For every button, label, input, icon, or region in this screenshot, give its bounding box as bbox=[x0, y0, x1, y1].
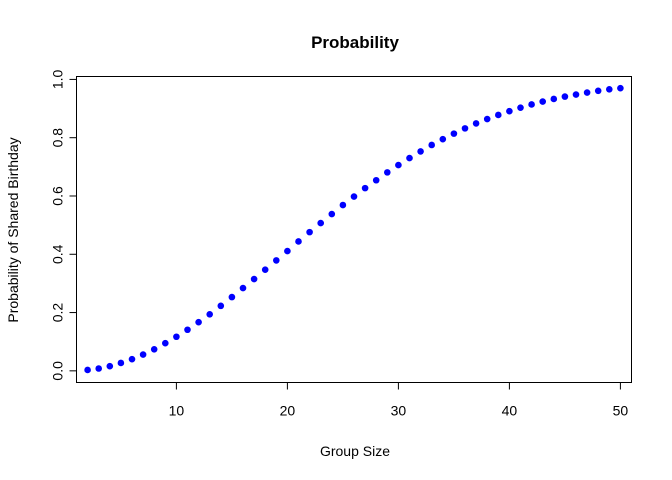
y-tick-label: 0.2 bbox=[50, 303, 66, 323]
x-tick-label: 20 bbox=[280, 403, 296, 419]
y-tick-label: 0.6 bbox=[50, 186, 66, 206]
data-point bbox=[195, 318, 202, 326]
data-point bbox=[550, 95, 558, 103]
data-point bbox=[617, 84, 624, 92]
data-point bbox=[406, 154, 413, 162]
data-point bbox=[483, 115, 491, 123]
data-point bbox=[594, 87, 602, 95]
data-point bbox=[295, 238, 302, 245]
data-point bbox=[384, 169, 391, 176]
data-point bbox=[606, 86, 613, 93]
y-tick-label: 0.8 bbox=[50, 128, 66, 148]
data-points bbox=[84, 84, 624, 374]
data-point bbox=[206, 311, 213, 318]
data-point bbox=[117, 359, 125, 367]
data-point bbox=[561, 93, 569, 100]
y-axis: 0.0 0.2 0.4 0.6 0.8 1.0 bbox=[50, 69, 77, 381]
data-point bbox=[261, 266, 269, 274]
data-point bbox=[439, 135, 447, 143]
data-point bbox=[517, 104, 524, 111]
data-point bbox=[583, 89, 591, 96]
data-point bbox=[184, 326, 191, 334]
data-point bbox=[372, 176, 380, 184]
y-tick-label: 0.0 bbox=[50, 361, 66, 381]
data-point bbox=[95, 365, 102, 372]
chart-title: Probability bbox=[311, 33, 399, 52]
data-point bbox=[128, 355, 136, 363]
y-axis-label: Probability of Shared Birthday bbox=[5, 137, 21, 322]
x-axis: 10 20 30 40 50 bbox=[169, 382, 629, 419]
x-tick-label: 40 bbox=[502, 403, 518, 419]
data-point bbox=[84, 366, 91, 374]
y-tick-label: 1.0 bbox=[50, 69, 66, 89]
data-point bbox=[339, 201, 347, 209]
data-point bbox=[273, 257, 280, 264]
data-point bbox=[495, 111, 502, 119]
data-point bbox=[417, 148, 424, 155]
x-tick-label: 10 bbox=[169, 403, 185, 419]
data-point bbox=[150, 345, 158, 353]
x-tick-label: 50 bbox=[613, 403, 629, 419]
data-point bbox=[284, 247, 291, 255]
data-point bbox=[528, 101, 535, 108]
data-point bbox=[506, 107, 513, 115]
data-point bbox=[350, 193, 358, 200]
data-point bbox=[572, 91, 580, 98]
data-point bbox=[461, 125, 469, 132]
data-point bbox=[239, 284, 247, 292]
data-point bbox=[539, 98, 546, 105]
data-point bbox=[250, 275, 258, 283]
x-tick-label: 30 bbox=[391, 403, 407, 419]
data-point bbox=[162, 339, 169, 347]
data-point bbox=[450, 130, 458, 137]
data-point bbox=[317, 219, 325, 227]
x-axis-label: Group Size bbox=[320, 443, 390, 459]
data-point bbox=[228, 293, 236, 301]
data-point bbox=[217, 302, 225, 310]
data-point bbox=[395, 161, 402, 169]
data-point bbox=[173, 333, 180, 341]
data-point bbox=[428, 141, 436, 149]
y-tick-label: 0.4 bbox=[50, 244, 66, 264]
data-point bbox=[472, 120, 480, 127]
data-point bbox=[361, 184, 369, 192]
data-point bbox=[306, 228, 313, 236]
data-point bbox=[328, 210, 336, 218]
plot-frame bbox=[76, 76, 632, 383]
data-point bbox=[106, 362, 114, 370]
data-point bbox=[139, 351, 147, 358]
